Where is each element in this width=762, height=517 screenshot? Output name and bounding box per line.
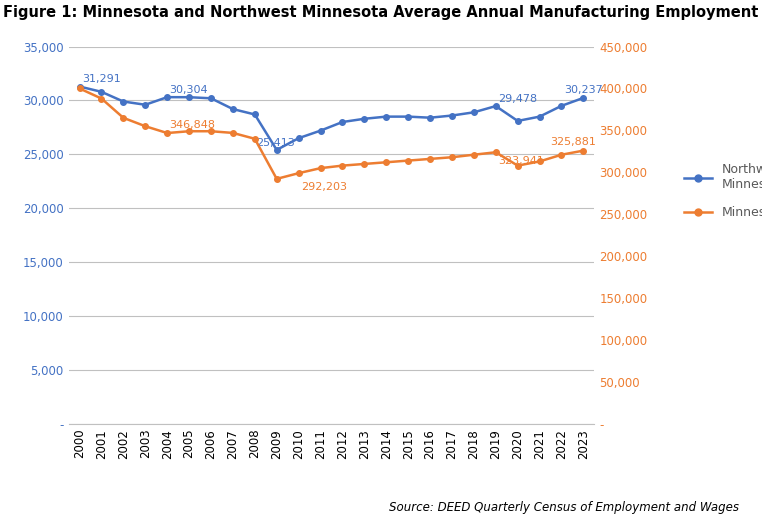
Northwest
Minnesota	[447, 112, 456, 118]
Minnesota	[360, 161, 369, 167]
Northwest
Minnesota	[250, 111, 259, 117]
Northwest
Minnesota	[513, 118, 522, 124]
Minnesota	[141, 123, 150, 129]
Text: 31,291: 31,291	[82, 74, 120, 84]
Minnesota	[75, 85, 84, 92]
Minnesota	[294, 170, 303, 176]
Minnesota	[184, 128, 194, 134]
Northwest
Minnesota	[272, 147, 281, 153]
Minnesota	[207, 128, 216, 134]
Minnesota	[316, 165, 325, 171]
Line: Minnesota: Minnesota	[77, 86, 586, 181]
Text: 323,941: 323,941	[498, 156, 544, 165]
Text: 30,237: 30,237	[564, 85, 603, 95]
Minnesota	[535, 158, 544, 164]
Text: Figure 1: Minnesota and Northwest Minnesota Average Annual Manufacturing Employm: Figure 1: Minnesota and Northwest Minnes…	[3, 5, 759, 20]
Northwest
Minnesota	[579, 95, 588, 101]
Northwest
Minnesota	[294, 135, 303, 141]
Northwest
Minnesota	[316, 128, 325, 134]
Text: 29,478: 29,478	[498, 94, 537, 104]
Minnesota	[162, 130, 171, 136]
Northwest
Minnesota	[184, 94, 194, 100]
Northwest
Minnesota	[338, 119, 347, 125]
Minnesota	[119, 115, 128, 121]
Minnesota	[425, 156, 434, 162]
Minnesota	[557, 151, 566, 158]
Northwest
Minnesota	[119, 98, 128, 104]
Minnesota	[447, 154, 456, 160]
Northwest
Minnesota	[425, 115, 434, 121]
Minnesota	[513, 162, 522, 169]
Legend: Northwest
Minnesota, Minnesota: Northwest Minnesota, Minnesota	[680, 158, 762, 224]
Minnesota	[491, 149, 501, 155]
Northwest
Minnesota	[162, 94, 171, 100]
Text: Source: DEED Quarterly Census of Employment and Wages: Source: DEED Quarterly Census of Employm…	[389, 501, 739, 514]
Line: Northwest
Minnesota: Northwest Minnesota	[77, 84, 586, 153]
Minnesota	[404, 158, 413, 164]
Minnesota	[229, 130, 238, 136]
Northwest
Minnesota	[469, 109, 479, 115]
Northwest
Minnesota	[491, 103, 501, 109]
Minnesota	[97, 96, 106, 102]
Text: 346,848: 346,848	[169, 120, 216, 130]
Northwest
Minnesota	[141, 102, 150, 108]
Northwest
Minnesota	[535, 114, 544, 120]
Northwest
Minnesota	[557, 103, 566, 109]
Northwest
Minnesota	[75, 83, 84, 89]
Text: 25,413: 25,413	[257, 138, 296, 148]
Minnesota	[338, 162, 347, 169]
Minnesota	[272, 176, 281, 182]
Text: 292,203: 292,203	[301, 182, 347, 192]
Northwest
Minnesota	[207, 95, 216, 101]
Text: 325,881: 325,881	[550, 138, 597, 147]
Minnesota	[250, 135, 259, 142]
Northwest
Minnesota	[360, 116, 369, 122]
Minnesota	[382, 159, 391, 165]
Northwest
Minnesota	[97, 89, 106, 95]
Text: 30,304: 30,304	[169, 85, 208, 95]
Northwest
Minnesota	[229, 106, 238, 112]
Minnesota	[469, 151, 479, 158]
Northwest
Minnesota	[404, 114, 413, 120]
Northwest
Minnesota	[382, 114, 391, 120]
Minnesota	[579, 147, 588, 154]
